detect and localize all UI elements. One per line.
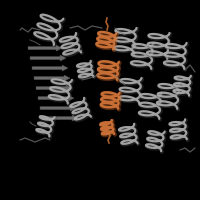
FancyArrow shape	[36, 85, 72, 91]
FancyArrow shape	[32, 65, 68, 72]
FancyArrow shape	[38, 95, 74, 101]
FancyArrow shape	[34, 75, 70, 81]
FancyArrow shape	[30, 55, 66, 62]
FancyArrow shape	[40, 105, 76, 112]
FancyArrow shape	[29, 45, 62, 52]
FancyArrow shape	[35, 75, 70, 82]
FancyArrow shape	[32, 65, 68, 71]
FancyArrow shape	[28, 45, 62, 51]
FancyArrow shape	[36, 85, 72, 92]
FancyArrow shape	[42, 115, 78, 121]
FancyArrow shape	[38, 95, 74, 102]
FancyArrow shape	[40, 105, 76, 111]
FancyArrow shape	[30, 55, 66, 61]
FancyArrow shape	[43, 115, 78, 122]
